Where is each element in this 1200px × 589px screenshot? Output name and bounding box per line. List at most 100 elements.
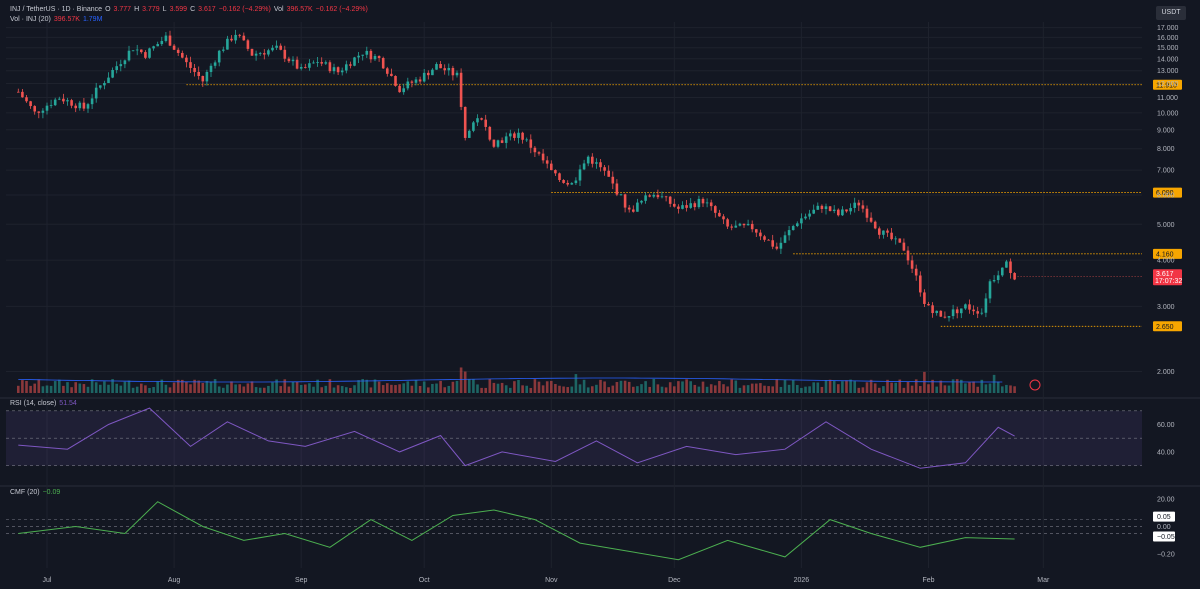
candle-body[interactable] — [902, 242, 906, 251]
candle-body[interactable] — [463, 106, 467, 138]
candle-body[interactable] — [390, 73, 393, 77]
candle-body[interactable] — [849, 207, 852, 212]
candle-body[interactable] — [718, 212, 721, 217]
candle-body[interactable] — [263, 53, 266, 55]
candle-body[interactable] — [750, 223, 754, 230]
candle-body[interactable] — [898, 238, 902, 243]
candle-body[interactable] — [955, 309, 959, 314]
candle-body[interactable] — [968, 304, 971, 310]
candle-body[interactable] — [837, 209, 840, 216]
candle-body[interactable] — [66, 100, 69, 102]
candle-body[interactable] — [62, 98, 65, 102]
candle-body[interactable] — [119, 64, 123, 67]
candle-body[interactable] — [517, 132, 520, 138]
candle-body[interactable] — [1009, 261, 1012, 274]
candle-body[interactable] — [742, 223, 746, 226]
candle-body[interactable] — [787, 230, 791, 236]
candle-body[interactable] — [943, 316, 947, 318]
candle-body[interactable] — [21, 91, 24, 98]
candle-body[interactable] — [209, 65, 213, 72]
candle-body[interactable] — [673, 203, 676, 207]
candle-body[interactable] — [320, 62, 323, 64]
candle-body[interactable] — [148, 48, 151, 58]
candle-body[interactable] — [972, 309, 975, 312]
candle-body[interactable] — [287, 58, 291, 62]
candle-body[interactable] — [308, 63, 311, 68]
candle-body[interactable] — [845, 209, 848, 212]
candle-body[interactable] — [222, 49, 225, 51]
candle-body[interactable] — [689, 203, 692, 208]
candle-body[interactable] — [886, 230, 889, 233]
candle-body[interactable] — [476, 118, 479, 123]
candle-body[interactable] — [656, 194, 660, 198]
candle-body[interactable] — [111, 70, 114, 78]
candle-body[interactable] — [582, 163, 586, 170]
candle-body[interactable] — [746, 223, 750, 226]
candle-body[interactable] — [685, 205, 688, 208]
candle-body[interactable] — [213, 62, 217, 66]
candle-body[interactable] — [832, 209, 836, 211]
candle-body[interactable] — [980, 312, 984, 314]
candle-body[interactable] — [869, 217, 873, 222]
candle-body[interactable] — [17, 91, 20, 93]
candle-body[interactable] — [304, 67, 307, 68]
candle-body[interactable] — [33, 106, 36, 112]
candle-body[interactable] — [439, 64, 442, 69]
candle-body[interactable] — [681, 205, 684, 209]
candle-body[interactable] — [558, 173, 561, 181]
candle-body[interactable] — [418, 79, 422, 82]
candle-body[interactable] — [37, 111, 41, 113]
candle-body[interactable] — [377, 56, 381, 59]
candle-body[interactable] — [386, 68, 389, 74]
candle-body[interactable] — [107, 77, 110, 83]
candle-body[interactable] — [230, 38, 233, 41]
candle-body[interactable] — [910, 260, 914, 269]
candle-body[interactable] — [1005, 261, 1008, 268]
candle-body[interactable] — [857, 202, 861, 206]
candle-body[interactable] — [459, 72, 463, 107]
candle-body[interactable] — [406, 81, 410, 89]
candle-body[interactable] — [599, 162, 602, 168]
candle-body[interactable] — [595, 162, 598, 164]
candle-body[interactable] — [135, 49, 139, 51]
candle-body[interactable] — [398, 85, 401, 93]
candle-body[interactable] — [935, 310, 938, 314]
candle-body[interactable] — [939, 310, 943, 317]
candle-body[interactable] — [295, 59, 299, 69]
candle-body[interactable] — [94, 87, 98, 99]
candle-body[interactable] — [726, 219, 729, 227]
candle-body[interactable] — [623, 194, 627, 208]
candle-body[interactable] — [181, 52, 184, 58]
candle-body[interactable] — [791, 226, 795, 231]
candle-body[interactable] — [361, 54, 364, 56]
candle-body[interactable] — [90, 98, 94, 105]
candle-body[interactable] — [451, 67, 455, 76]
candle-body[interactable] — [664, 196, 668, 198]
candle-body[interactable] — [533, 147, 537, 153]
candle-body[interactable] — [812, 209, 815, 214]
candle-body[interactable] — [422, 72, 426, 82]
candle-body[interactable] — [996, 275, 1000, 281]
candle-body[interactable] — [176, 49, 180, 53]
candle-body[interactable] — [271, 47, 274, 51]
candle-body[interactable] — [316, 62, 319, 63]
candle-body[interactable] — [861, 205, 865, 209]
candle-body[interactable] — [172, 45, 176, 50]
candle-body[interactable] — [168, 35, 172, 46]
candle-body[interactable] — [730, 226, 733, 228]
candle-body[interactable] — [513, 133, 516, 138]
candle-body[interactable] — [988, 281, 992, 299]
candle-body[interactable] — [927, 303, 930, 306]
candle-body[interactable] — [947, 316, 951, 318]
candle-body[interactable] — [201, 75, 205, 82]
candle-body[interactable] — [488, 126, 492, 140]
candle-body[interactable] — [722, 216, 725, 220]
candle-body[interactable] — [472, 122, 475, 131]
candle-body[interactable] — [964, 304, 967, 309]
candle-body[interactable] — [70, 100, 73, 106]
candle-body[interactable] — [394, 76, 397, 86]
candle-body[interactable] — [779, 242, 783, 249]
candle-body[interactable] — [160, 40, 164, 45]
candle-body[interactable] — [541, 153, 545, 161]
